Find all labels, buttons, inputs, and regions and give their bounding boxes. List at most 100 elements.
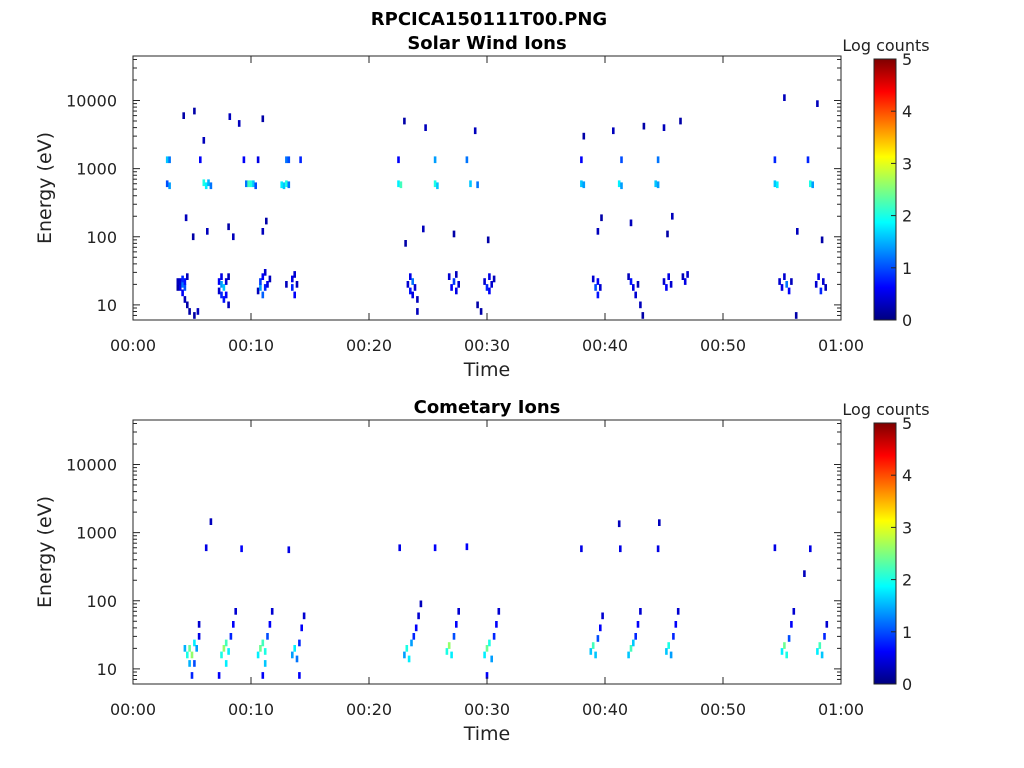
heatmap-cell	[666, 230, 669, 238]
heatmap-cell	[488, 287, 491, 295]
colorbar-tick-label: 3	[902, 518, 912, 537]
heatmap-cell	[465, 156, 469, 164]
heatmap-cell	[254, 182, 257, 190]
heatmap-cell	[669, 651, 673, 659]
heatmap-cell	[641, 312, 645, 319]
heatmap-cell	[217, 672, 221, 679]
heatmap-cell	[780, 648, 784, 655]
heatmap-cell	[492, 633, 496, 640]
colorbar-tick-label: 4	[902, 102, 912, 121]
heatmap-cell	[222, 284, 226, 291]
heatmap-cell	[409, 287, 412, 295]
heatmap-cell	[596, 291, 600, 299]
x-tick-label: 00:40	[582, 336, 628, 355]
heatmap-cell	[193, 639, 196, 647]
y-tick-label: 10	[97, 296, 117, 315]
colorbar-tick-label: 2	[902, 571, 912, 590]
colorbar-tick-label: 1	[902, 623, 912, 642]
heatmap-cell	[814, 281, 818, 288]
heatmap-cell	[686, 271, 689, 278]
heatmap-cell	[298, 672, 301, 679]
y-tick-label: 10000	[66, 92, 117, 111]
colorbar-tick-label: 5	[902, 50, 912, 69]
colorbar-tick-label: 4	[902, 466, 912, 485]
heatmap-cell	[168, 156, 171, 164]
x-tick-label: 01:00	[818, 700, 864, 719]
heatmap-cell	[433, 180, 437, 188]
heatmap-cell	[261, 115, 265, 123]
heatmap-cell	[411, 278, 414, 285]
heatmap-cell	[405, 645, 409, 652]
heatmap-cell	[612, 127, 615, 135]
heatmap-cell	[599, 624, 602, 632]
heatmap-cell	[186, 301, 189, 309]
heatmap-cell	[195, 645, 198, 652]
heatmap-cell	[634, 633, 637, 640]
heatmap-cell	[790, 278, 793, 285]
heatmap-cell	[293, 291, 296, 299]
heatmap-cell	[580, 180, 583, 188]
heatmap-cell	[639, 608, 642, 615]
heatmap-cells	[165, 94, 827, 319]
colorbar-tick-label: 0	[902, 675, 912, 694]
heatmap-cell	[412, 633, 416, 640]
heatmap-cell	[245, 180, 248, 188]
heatmap-cell	[280, 181, 283, 189]
heatmap-cell	[227, 301, 230, 309]
heatmap-cell	[452, 278, 456, 285]
heatmap-cell	[469, 180, 472, 188]
heatmap-cell	[202, 179, 206, 187]
heatmap-cell	[809, 180, 812, 188]
heatmap-cell	[256, 651, 260, 659]
x-tick-label: 00:30	[464, 336, 510, 355]
x-tick-label: 01:00	[818, 336, 864, 355]
heatmap-cell	[287, 156, 291, 164]
heatmap-cell	[240, 545, 243, 553]
y-tick-label: 100	[86, 228, 117, 247]
heatmap-cell	[186, 273, 189, 280]
heatmap-cell	[620, 156, 623, 164]
heatmap-cell	[476, 301, 479, 309]
heatmap-cell	[787, 635, 791, 642]
colorbar-tick-label: 2	[902, 207, 912, 226]
heatmap-cell	[486, 236, 490, 244]
panel-title: Solar Wind Ions	[407, 33, 566, 54]
heatmap-cell	[809, 545, 812, 553]
y-tick-label: 100	[86, 592, 117, 611]
heatmap-cell	[188, 645, 191, 652]
x-tick-label: 00:30	[464, 700, 510, 719]
heatmap-cell	[455, 621, 458, 628]
heatmap-cell	[237, 120, 241, 127]
heatmap-cell	[672, 633, 675, 640]
heatmap-cell	[790, 621, 793, 628]
heatmap-cell	[783, 642, 786, 649]
heatmap-cell	[811, 181, 814, 189]
heatmap-cell	[679, 117, 682, 125]
heatmap-cell	[600, 214, 603, 222]
heatmap-cell	[220, 651, 223, 659]
heatmap-cell	[259, 278, 262, 285]
figure-filename: RPCICA150111T00.PNG	[371, 9, 607, 30]
heatmap-cell	[639, 301, 642, 309]
heatmap-cell	[168, 182, 171, 190]
heatmap-cell	[411, 291, 414, 299]
heatmap-cell	[224, 639, 228, 647]
heatmap-cell	[193, 660, 196, 667]
heatmap-cell	[403, 651, 406, 659]
heatmap-cell	[190, 672, 194, 679]
heatmap-cell	[222, 645, 226, 652]
heatmap-cell	[452, 633, 456, 640]
heatmap-cell	[794, 312, 798, 319]
heatmap-cell	[424, 124, 427, 131]
heatmap-cell	[302, 612, 306, 620]
heatmap-cell	[488, 273, 491, 280]
heatmap-cell	[404, 240, 407, 247]
heatmap-cell	[407, 655, 411, 663]
heatmap-cell	[299, 156, 302, 164]
heatmap-cell	[165, 180, 169, 188]
colorbar-label: Log counts	[842, 36, 929, 55]
heatmap-cell	[792, 608, 796, 615]
heatmap-cell	[263, 648, 267, 655]
heatmap-cell	[298, 639, 301, 647]
heatmap-cell	[476, 181, 479, 189]
